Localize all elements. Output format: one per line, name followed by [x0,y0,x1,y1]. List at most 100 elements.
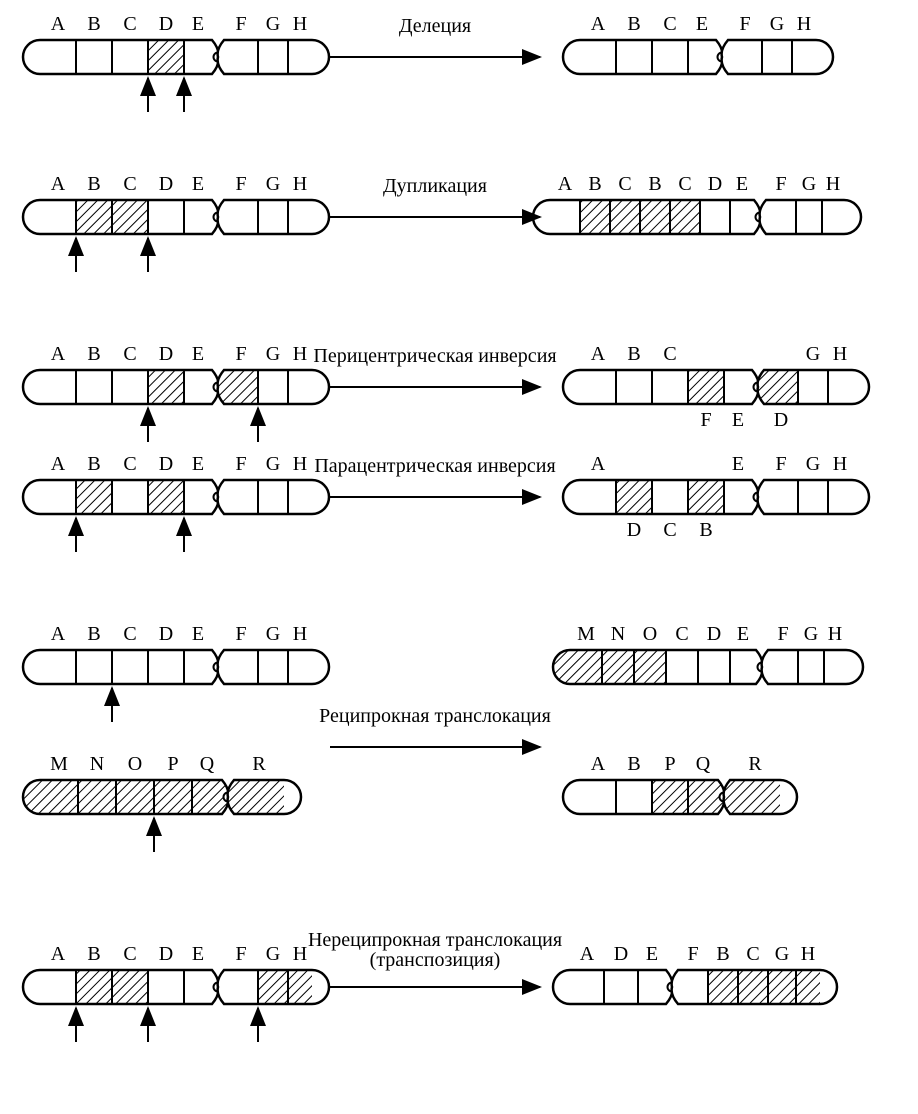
svg-text:A: A [51,343,66,365]
svg-text:C: C [123,173,136,195]
svg-text:D: D [159,623,173,645]
svg-text:B: B [627,753,640,775]
svg-text:C: C [618,173,631,195]
svg-text:B: B [87,453,100,475]
svg-text:C: C [663,13,676,35]
svg-text:Q: Q [200,753,215,775]
svg-text:A: A [51,173,66,195]
svg-text:B: B [588,173,601,195]
svg-text:M: M [577,623,595,645]
svg-text:B: B [627,13,640,35]
svg-text:C: C [123,943,136,965]
svg-text:F: F [235,343,246,365]
svg-text:G: G [806,343,820,365]
svg-text:Нереципрокная транслокация: Нереципрокная транслокация [308,929,562,951]
svg-text:H: H [826,173,840,195]
svg-text:C: C [123,623,136,645]
svg-text:H: H [293,453,307,475]
svg-text:Перицентрическая инверсия: Перицентрическая инверсия [313,345,556,367]
svg-text:B: B [627,343,640,365]
svg-text:F: F [700,409,711,431]
svg-text:B: B [87,13,100,35]
svg-text:D: D [774,409,788,431]
svg-text:E: E [192,943,204,965]
svg-text:F: F [235,623,246,645]
svg-text:H: H [293,13,307,35]
svg-text:E: E [192,173,204,195]
svg-text:H: H [293,173,307,195]
svg-text:B: B [87,343,100,365]
svg-text:N: N [90,753,104,775]
svg-text:G: G [266,453,280,475]
svg-text:Парацентрическая инверсия: Парацентрическая инверсия [314,455,555,477]
svg-text:Реципрокная транслокация: Реципрокная транслокация [319,705,551,727]
chromosome-diagram: ABCDEFGHABCEFGHДелецияABCDEFGHABCBCDEFGH… [10,10,918,1104]
svg-text:A: A [51,13,66,35]
svg-text:H: H [293,343,307,365]
svg-text:G: G [770,13,784,35]
svg-text:P: P [167,753,178,775]
svg-text:(транспозиция): (транспозиция) [370,949,501,971]
svg-text:E: E [696,13,708,35]
svg-text:D: D [707,623,721,645]
svg-text:O: O [128,753,142,775]
svg-text:R: R [252,753,266,775]
svg-text:D: D [159,943,173,965]
svg-text:F: F [235,453,246,475]
svg-text:C: C [675,623,688,645]
svg-text:H: H [833,343,847,365]
svg-text:G: G [266,943,280,965]
svg-text:A: A [51,623,66,645]
svg-text:H: H [797,13,811,35]
svg-text:G: G [266,623,280,645]
svg-text:Дупликация: Дупликация [383,175,487,197]
svg-text:E: E [192,453,204,475]
svg-text:E: E [192,13,204,35]
svg-text:F: F [775,173,786,195]
svg-text:H: H [833,453,847,475]
svg-text:E: E [192,623,204,645]
svg-text:D: D [614,943,628,965]
svg-text:E: E [192,343,204,365]
svg-text:C: C [123,13,136,35]
svg-text:F: F [687,943,698,965]
svg-text:C: C [746,943,759,965]
svg-text:F: F [775,453,786,475]
svg-text:A: A [591,13,606,35]
svg-text:P: P [664,753,675,775]
svg-text:F: F [235,173,246,195]
svg-text:B: B [716,943,729,965]
svg-text:C: C [678,173,691,195]
svg-text:B: B [648,173,661,195]
svg-text:R: R [748,753,762,775]
svg-text:E: E [732,453,744,475]
svg-text:A: A [591,343,606,365]
svg-text:B: B [699,519,712,541]
svg-text:O: O [643,623,657,645]
svg-text:Q: Q [696,753,711,775]
svg-text:C: C [123,343,136,365]
svg-text:M: M [50,753,68,775]
svg-text:A: A [51,453,66,475]
svg-text:C: C [123,453,136,475]
svg-text:E: E [736,173,748,195]
svg-text:H: H [293,943,307,965]
svg-text:G: G [775,943,789,965]
svg-text:E: E [737,623,749,645]
svg-text:G: G [806,453,820,475]
svg-text:C: C [663,343,676,365]
svg-text:A: A [580,943,595,965]
svg-text:H: H [828,623,842,645]
svg-text:G: G [266,173,280,195]
svg-text:F: F [777,623,788,645]
svg-text:H: H [801,943,815,965]
svg-text:A: A [591,753,606,775]
svg-text:Делеция: Делеция [399,15,471,37]
svg-text:B: B [87,173,100,195]
svg-text:D: D [159,343,173,365]
svg-text:F: F [235,13,246,35]
svg-text:G: G [804,623,818,645]
svg-text:G: G [802,173,816,195]
svg-text:D: D [708,173,722,195]
svg-text:B: B [87,623,100,645]
